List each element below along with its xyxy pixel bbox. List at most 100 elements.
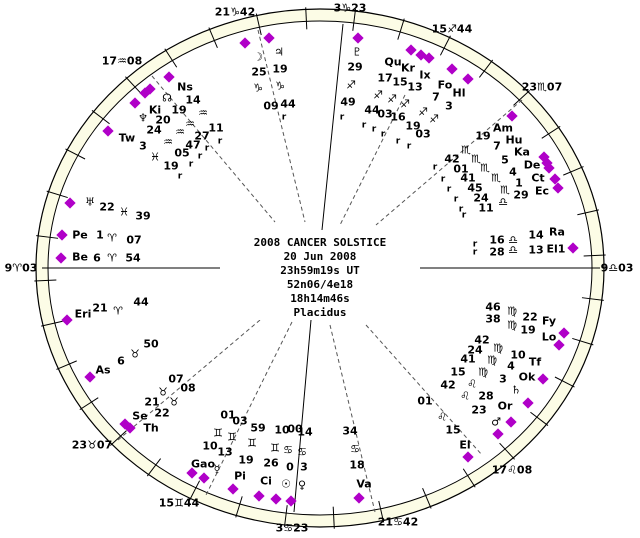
degree-tick (499, 442, 515, 460)
degree-tick (56, 360, 77, 370)
chart-label: ♋ (350, 442, 360, 456)
chart-label: 14 (528, 228, 544, 242)
chart-label: ☊ (162, 91, 172, 105)
chart-label: ♊ (247, 436, 257, 450)
angle-axis-line (293, 319, 312, 513)
house-cusp-label: 15♐44 (431, 22, 473, 36)
chart-label: Se (132, 409, 148, 423)
chart-label: ♓ (150, 150, 160, 164)
chart-label: 44 (280, 97, 296, 111)
degree-tick (397, 18, 405, 40)
retrograde-marker: r (188, 159, 194, 170)
chart-label: 4 (507, 359, 515, 373)
chart-label: ♏ (480, 161, 490, 175)
chart-label: ♍ (478, 365, 488, 379)
chart-label: 01 (417, 394, 433, 408)
chart-label: ♒ (163, 135, 173, 149)
house-cusp-label: 17♒08 (101, 54, 143, 68)
chart-label: 47 (185, 138, 201, 152)
chart-label: 19 (238, 453, 254, 467)
chart-label: ♐ (429, 112, 439, 126)
chart-label: 08 (180, 381, 196, 395)
chart-label: Fo (437, 78, 453, 92)
retrograde-marker: r (440, 174, 446, 185)
chart-label: ☉ (281, 477, 291, 491)
retrograde-marker: r (371, 124, 377, 135)
degree-tick (530, 411, 549, 426)
chart-label: 11 (208, 121, 224, 135)
chart-label: ♊ (270, 441, 280, 455)
retrograde-marker: r (446, 184, 452, 195)
chart-location: 52n06/4e18 (220, 278, 420, 292)
chart-label: 24 (146, 123, 162, 137)
chart-label: 59 (250, 421, 266, 435)
chart-label: ☿ (213, 462, 221, 476)
chart-label: ♏ (491, 171, 501, 185)
degree-tick (581, 297, 604, 301)
degree-tick (189, 480, 201, 501)
chart-label: ♉ (169, 395, 179, 409)
chart-label: 03 (377, 107, 393, 121)
chart-label: Lo (541, 330, 557, 344)
chart-label: ♊ (227, 430, 237, 444)
chart-label: 22 (522, 310, 538, 324)
retrograde-marker: r (361, 120, 367, 131)
chart-label: Hu (505, 133, 523, 147)
chart-label: ♍ (507, 318, 517, 332)
chart-label: 19 (405, 119, 421, 133)
house-cusp-line (365, 324, 483, 456)
degree-tick (462, 468, 476, 488)
chart-label: 15 (445, 423, 461, 437)
house-cusp-line (257, 29, 306, 223)
house-cusp-label: 9♎03 (600, 261, 634, 275)
chart-label: 38 (485, 312, 501, 326)
chart-label: 07 (168, 372, 184, 386)
chart-label: 3 (445, 99, 453, 113)
house-cusp-label: 17♌08 (491, 463, 533, 477)
chart-label: 29 (347, 60, 363, 74)
chart-label: Hl (452, 86, 466, 100)
chart-label: 29 (513, 188, 529, 202)
chart-label: El1 (546, 242, 566, 256)
chart-label: 44 (133, 295, 149, 309)
chart-label: ♐ (418, 105, 428, 119)
chart-label: ♎ (508, 243, 518, 257)
degree-tick (41, 320, 63, 327)
chart-label: 27 (194, 129, 210, 143)
chart-label: ♇ (352, 45, 362, 59)
chart-label: El (459, 438, 471, 452)
chart-label: 42 (444, 152, 460, 166)
chart-label: Va (356, 477, 372, 491)
degree-tick (478, 59, 494, 78)
chart-label: ♌ (467, 377, 477, 391)
chart-label: Tf (528, 355, 542, 369)
chart-label: 18 (349, 458, 365, 472)
chart-label: 50 (143, 337, 159, 351)
chart-info-block: 2008 CANCER SOLSTICE 20 Jun 2008 23h59m1… (220, 236, 420, 320)
chart-label: ♏ (500, 183, 510, 197)
retrograde-marker: r (461, 210, 467, 221)
chart-label: ♎ (508, 233, 518, 247)
chart-label: Be (72, 250, 88, 264)
chart-label: ♓ (119, 205, 129, 219)
chart-label: ♈ (113, 304, 123, 318)
degree-tick (422, 488, 432, 509)
chart-label: 41 (460, 352, 476, 366)
chart-house-system: Placidus (220, 306, 420, 320)
chart-label: ♈ (107, 251, 117, 265)
chart-label: ♍ (487, 353, 497, 367)
chart-title: 2008 CANCER SOLSTICE (220, 236, 420, 250)
degree-tick (513, 90, 530, 106)
chart-label: ♃ (274, 45, 284, 59)
chart-label: ☽ (253, 50, 263, 64)
degree-tick (36, 235, 59, 239)
chart-label: Pe (72, 228, 88, 242)
chart-label: 54 (125, 251, 141, 265)
chart-label: 19 (520, 323, 536, 337)
chart-label: 5 (501, 153, 509, 167)
chart-label: ♐ (387, 92, 397, 106)
chart-label: ♋ (297, 445, 307, 459)
retrograde-marker: r (197, 151, 203, 162)
chart-label: 3 (300, 460, 308, 474)
degree-tick (554, 376, 575, 388)
